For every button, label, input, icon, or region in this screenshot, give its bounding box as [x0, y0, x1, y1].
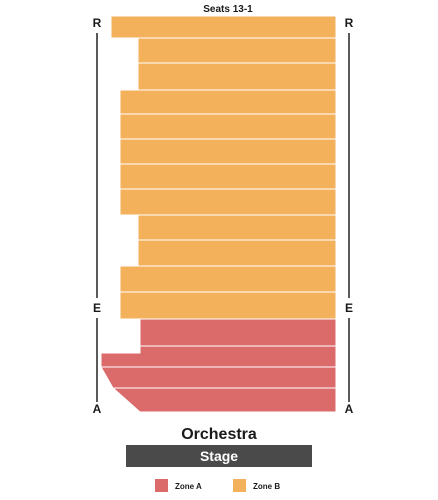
seat-row[interactable] — [119, 265, 337, 293]
seat-row[interactable] — [119, 188, 337, 216]
row-marker-right-top: R — [345, 16, 354, 30]
seat-row[interactable] — [137, 37, 337, 64]
legend-label-zone-b: Zone B — [253, 482, 280, 491]
seat-row[interactable] — [137, 214, 337, 241]
seat-row[interactable] — [137, 239, 337, 267]
seat-row[interactable] — [119, 291, 337, 320]
seat-row[interactable] — [119, 89, 337, 115]
section-title: Seats 13-1 — [203, 4, 253, 15]
seat-row[interactable] — [100, 366, 337, 389]
row-marker-left-bottom: A — [93, 402, 102, 416]
legend-swatch-zone-b — [233, 479, 246, 492]
row-marker-left-middle: E — [93, 301, 101, 315]
legend-label-zone-a: Zone A — [175, 482, 202, 491]
stage — [126, 445, 312, 467]
stage-label: Stage — [200, 448, 238, 464]
seat-rows — [100, 15, 337, 413]
legend-swatch-zone-a — [155, 479, 168, 492]
seat-row[interactable] — [100, 345, 337, 368]
seat-row[interactable] — [119, 138, 337, 165]
seat-row[interactable] — [110, 15, 337, 39]
seat-row[interactable] — [119, 163, 337, 190]
seat-row[interactable] — [137, 62, 337, 91]
row-marker-right-bottom: A — [345, 402, 354, 416]
row-marker-left-top: R — [93, 16, 102, 30]
seat-row[interactable] — [139, 318, 337, 347]
section-name: Orchestra — [181, 426, 257, 443]
row-marker-right-middle: E — [345, 301, 353, 315]
seat-row[interactable] — [119, 113, 337, 140]
seat-row[interactable] — [111, 387, 337, 413]
